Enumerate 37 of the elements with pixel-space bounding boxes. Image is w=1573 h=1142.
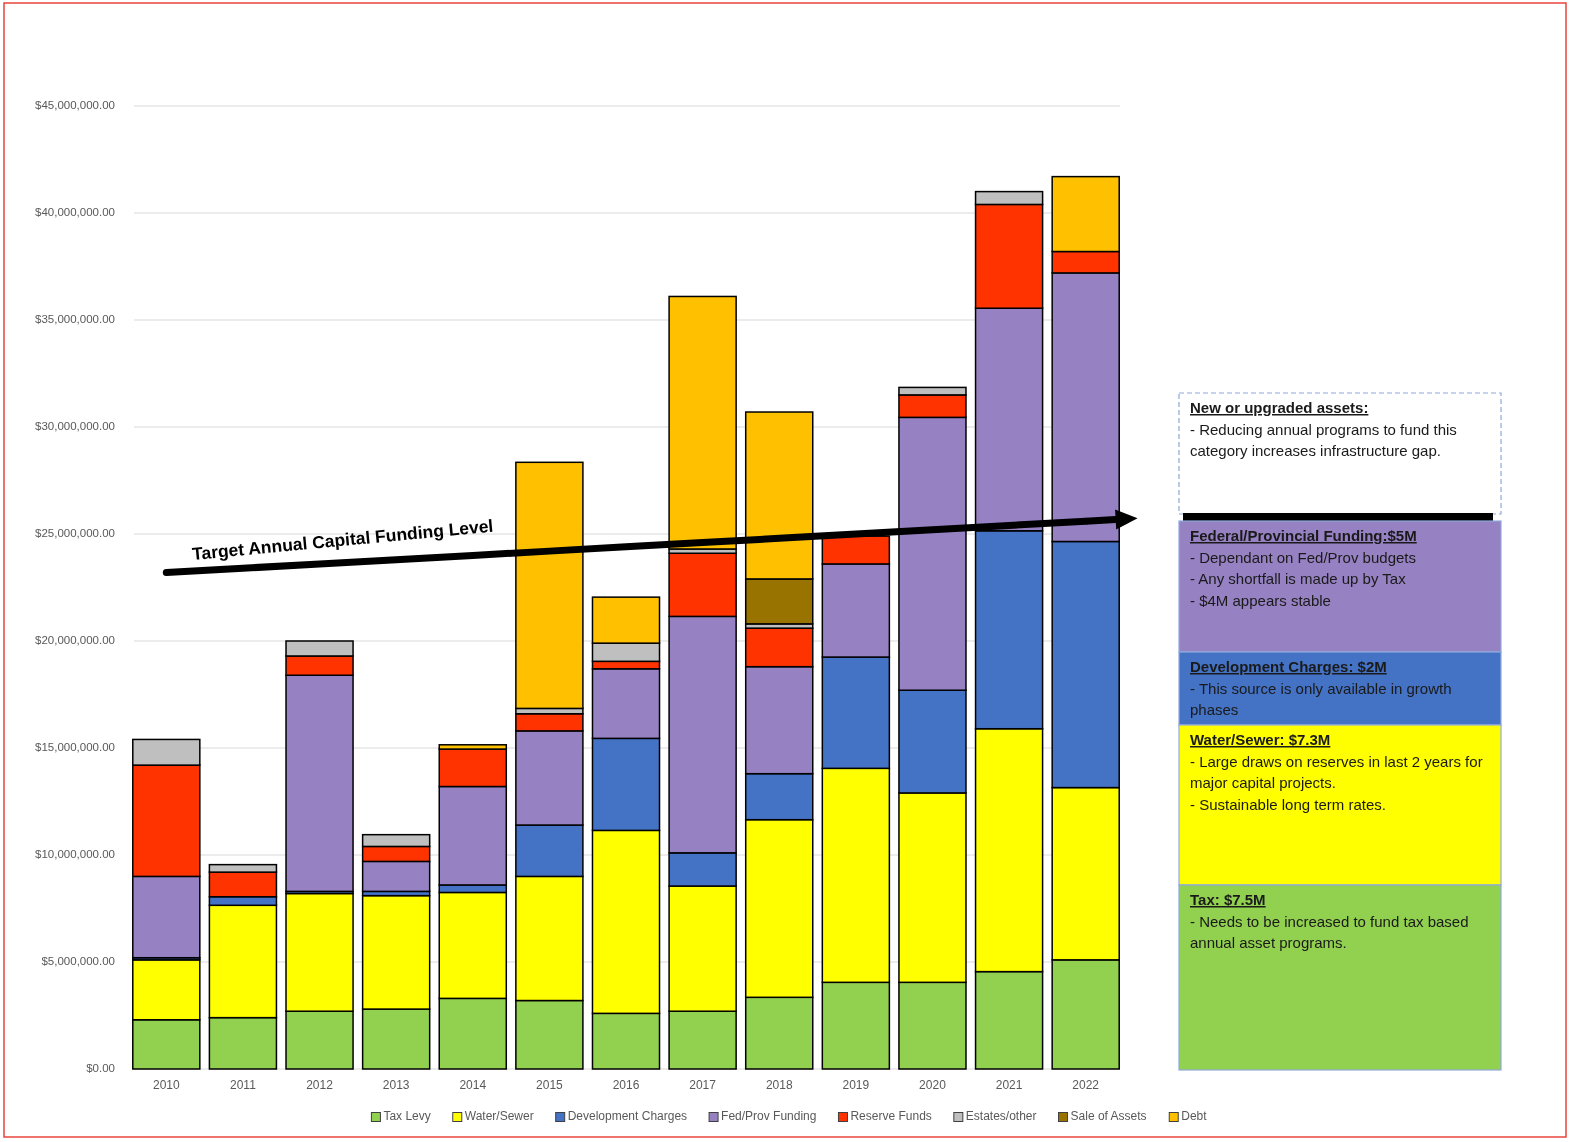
y-tick-label: $5,000,000.00 — [41, 955, 115, 968]
legend-label: Development Charges — [567, 1109, 688, 1124]
x-tick-label: 2012 — [306, 1078, 334, 1093]
x-tick-label: 2014 — [459, 1078, 487, 1093]
legend-label: Fed/Prov Funding — [721, 1109, 817, 1124]
x-tick-label: 2020 — [919, 1078, 947, 1093]
legend-label: Estates/other — [965, 1109, 1037, 1124]
y-tick-label: $10,000,000.00 — [35, 848, 115, 861]
legend-label: Reserve Funds — [850, 1109, 932, 1124]
x-tick-label: 2017 — [689, 1078, 717, 1093]
y-tick-label: $15,000,000.00 — [35, 741, 115, 754]
x-tick-label: 2011 — [230, 1078, 257, 1093]
x-tick-label: 2013 — [382, 1078, 410, 1093]
x-tick-label: 2010 — [152, 1078, 180, 1093]
y-tick-label: $35,000,000.00 — [35, 313, 115, 326]
text: Target Annual Capital Funding Level — [191, 515, 495, 565]
x-tick-label: 2015 — [536, 1078, 564, 1093]
y-tick-label: $45,000,000.00 — [35, 99, 115, 112]
y-tick-label: $25,000,000.00 — [35, 527, 115, 540]
x-tick-label: 2022 — [1072, 1078, 1100, 1093]
y-tick-label: $30,000,000.00 — [35, 420, 115, 433]
text: Development Charges: $2M - This source is only available in growth phases — [1190, 658, 1452, 718]
x-tick-label: 2016 — [612, 1078, 640, 1093]
text: Tax: $7.5M - Needs to be increased to fund tax based annual asset programs. — [1190, 891, 1469, 951]
y-tick-label: $40,000,000.00 — [35, 206, 115, 219]
y-tick-label: $20,000,000.00 — [35, 634, 115, 647]
legend-label: Tax Levy — [383, 1109, 431, 1124]
legend-label: Sale of Assets — [1070, 1109, 1147, 1124]
x-tick-label: 2018 — [765, 1078, 793, 1093]
y-tick-label: $0.00 — [86, 1062, 115, 1075]
x-tick-label: 2021 — [995, 1078, 1023, 1093]
legend-label: Water/Sewer — [464, 1109, 534, 1124]
text: Water/Sewer: $7.3M - Large draws on reserves in last 2 years for major capital projects. - Sustainable long term rates. — [1190, 731, 1483, 813]
x-tick-label: 2019 — [842, 1078, 870, 1093]
text: New or upgraded assets: - Reducing annual programs to fund this category increases infrastructure gap. — [1190, 399, 1457, 459]
text: Federal/Provincial Funding:$5M - Dependant on Fed/Prov budgets - Any shortfall is made up by Tax - $4M appears stable — [1190, 527, 1417, 609]
legend-label: Debt — [1181, 1109, 1208, 1124]
